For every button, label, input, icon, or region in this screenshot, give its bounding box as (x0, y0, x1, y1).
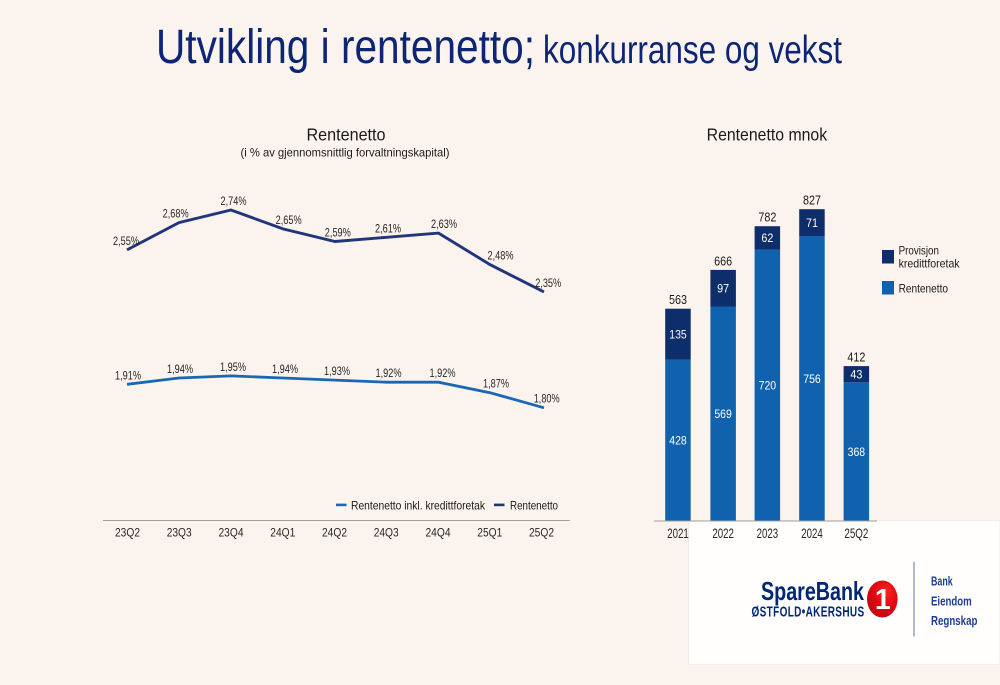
svg-text:1,93%: 1,93% (324, 364, 350, 378)
svg-text:Utvikling i rentenetto;: Utvikling i rentenetto; (156, 20, 535, 74)
svg-text:Rentenetto: Rentenetto (899, 282, 949, 296)
svg-text:25Q1: 25Q1 (477, 526, 502, 540)
svg-text:1,94%: 1,94% (272, 362, 298, 376)
svg-text:2,59%: 2,59% (325, 226, 351, 240)
svg-text:2024: 2024 (801, 525, 823, 541)
svg-text:368: 368 (848, 445, 866, 459)
svg-text:25Q2: 25Q2 (844, 525, 868, 541)
svg-text:2021: 2021 (667, 525, 689, 541)
svg-text:43: 43 (850, 368, 862, 382)
svg-text:666: 666 (714, 254, 732, 268)
svg-text:720: 720 (759, 379, 777, 393)
svg-text:62: 62 (761, 231, 773, 245)
svg-text:756: 756 (803, 372, 821, 386)
svg-text:97: 97 (717, 282, 729, 296)
svg-text:23Q3: 23Q3 (167, 526, 192, 540)
svg-text:2,68%: 2,68% (163, 207, 189, 221)
svg-text:24Q3: 24Q3 (374, 526, 399, 540)
svg-text:2,63%: 2,63% (431, 217, 457, 231)
svg-text:1,91%: 1,91% (115, 368, 141, 382)
svg-text:1: 1 (875, 584, 891, 616)
svg-text:(i % av gjennomsnittlig forval: (i % av gjennomsnittlig forvaltningskapi… (241, 146, 450, 160)
svg-text:ØSTFOLD•AKERSHUS: ØSTFOLD•AKERSHUS (752, 604, 865, 621)
svg-text:Eiendom: Eiendom (931, 593, 972, 608)
svg-text:71: 71 (806, 216, 818, 230)
svg-text:25Q2: 25Q2 (529, 526, 554, 540)
svg-text:Rentenetto: Rentenetto (307, 125, 386, 145)
svg-text:135: 135 (669, 327, 687, 341)
svg-text:konkurranse og vekst: konkurranse og vekst (543, 29, 842, 72)
svg-text:SpareBank: SpareBank (761, 576, 864, 606)
svg-text:1,94%: 1,94% (167, 362, 193, 376)
svg-text:2022: 2022 (712, 525, 734, 541)
svg-text:24Q2: 24Q2 (322, 526, 347, 540)
svg-text:kredittforetak: kredittforetak (899, 257, 961, 271)
svg-text:24Q4: 24Q4 (426, 526, 451, 540)
svg-text:563: 563 (669, 293, 687, 307)
svg-text:569: 569 (714, 407, 732, 421)
svg-text:2,55%: 2,55% (113, 234, 139, 248)
svg-text:827: 827 (803, 194, 821, 208)
svg-text:Rentenetto inkl. kredittforeta: Rentenetto inkl. kredittforetak (351, 499, 486, 513)
svg-text:1,87%: 1,87% (483, 377, 509, 391)
svg-text:Rentenetto: Rentenetto (510, 499, 558, 513)
svg-text:2,35%: 2,35% (535, 276, 561, 290)
svg-text:2,61%: 2,61% (375, 221, 401, 235)
svg-text:1,92%: 1,92% (430, 366, 456, 380)
svg-text:Rentenetto mnok: Rentenetto mnok (707, 125, 828, 145)
svg-text:2,65%: 2,65% (276, 213, 302, 227)
svg-text:Bank: Bank (931, 574, 953, 589)
svg-text:412: 412 (847, 351, 865, 365)
svg-text:2,74%: 2,74% (221, 194, 247, 208)
svg-text:2023: 2023 (757, 525, 779, 541)
svg-text:428: 428 (669, 434, 687, 448)
svg-text:782: 782 (758, 211, 776, 225)
svg-text:1,92%: 1,92% (376, 366, 402, 380)
svg-text:1,95%: 1,95% (220, 360, 246, 374)
svg-text:24Q1: 24Q1 (270, 526, 295, 540)
svg-text:Regnskap: Regnskap (931, 613, 977, 628)
svg-text:23Q2: 23Q2 (115, 526, 140, 540)
svg-text:Provisjon: Provisjon (899, 244, 939, 258)
svg-text:23Q4: 23Q4 (219, 526, 244, 540)
svg-text:2,48%: 2,48% (488, 249, 514, 263)
svg-text:1,80%: 1,80% (534, 391, 560, 405)
